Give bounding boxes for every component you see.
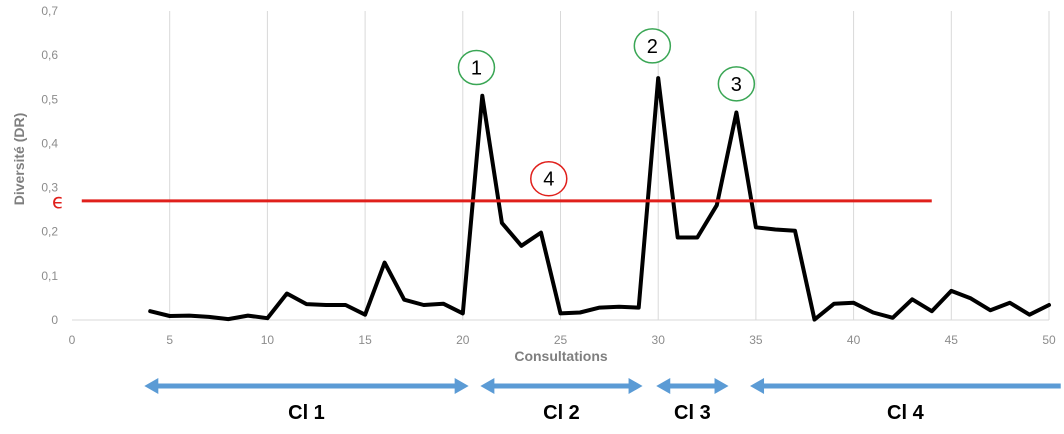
cluster-segments-layer: Cl 1 Cl 2 Cl 3 Cl 4	[144, 378, 1061, 424]
x-axis-title: Consultations	[514, 348, 608, 364]
segment-label: Cl 4	[887, 402, 925, 424]
x-axis: 0 5 10 15 20 25 30 35 40 45 50	[69, 319, 1056, 347]
segment-arrowhead-left	[480, 378, 495, 394]
y-tick-label: 0,3	[41, 181, 58, 195]
segment-label: Cl 1	[288, 402, 325, 424]
threshold-layer: ϵ	[52, 189, 932, 213]
annotation-circle	[717, 66, 756, 102]
series-layer	[148, 76, 1051, 322]
y-axis: 0 0,1 0,2 0,3 0,4 0,5 0,6 0,7	[41, 4, 58, 327]
threshold-epsilon-label: ϵ	[52, 189, 64, 213]
annotation-circle	[457, 49, 496, 86]
annotation-label: 1	[471, 58, 482, 80]
annotation-label: 4	[543, 169, 554, 191]
y-tick-label: 0,7	[41, 4, 58, 18]
segment-arrowhead-left	[656, 378, 671, 394]
segment-label: Cl 2	[543, 402, 580, 424]
x-tick-label: 25	[554, 333, 568, 347]
annotation-label: 3	[731, 74, 742, 96]
x-tick-label: 50	[1042, 333, 1056, 347]
x-tick-label: 0	[69, 333, 76, 347]
x-tick-label: 35	[749, 333, 763, 347]
annotation-label: 2	[647, 36, 658, 58]
segment-label: Cl 3	[674, 402, 711, 424]
y-tick-label: 0,6	[41, 48, 58, 62]
x-tick-label: 45	[945, 333, 959, 347]
segment-arrowhead-right	[714, 378, 729, 394]
annotation-circle	[530, 160, 568, 197]
series-line	[148, 76, 1051, 322]
annotations-layer: 1 2 3 4	[457, 28, 756, 197]
segment-arrowhead-right	[628, 378, 643, 394]
vertical-gridlines	[169, 11, 1050, 320]
segment-arrowhead-left	[750, 378, 765, 394]
x-tick-label: 10	[261, 333, 275, 347]
segment-arrowhead-left	[144, 378, 159, 394]
x-tick-label: 15	[358, 333, 372, 347]
y-tick-label: 0,5	[41, 92, 58, 106]
annotation-circle	[633, 28, 672, 64]
y-axis-title: Diversité (DR)	[11, 113, 27, 206]
y-tick-label: 0,2	[41, 225, 58, 239]
segment-arrowhead-right	[454, 378, 469, 394]
y-tick-label: 0	[51, 313, 58, 327]
y-tick-label: 0,1	[41, 269, 58, 283]
x-tick-label: 5	[166, 333, 173, 347]
x-tick-label: 30	[652, 333, 666, 347]
x-tick-label: 40	[847, 333, 861, 347]
y-tick-label: 0,4	[41, 136, 58, 150]
x-tick-label: 20	[456, 333, 470, 347]
